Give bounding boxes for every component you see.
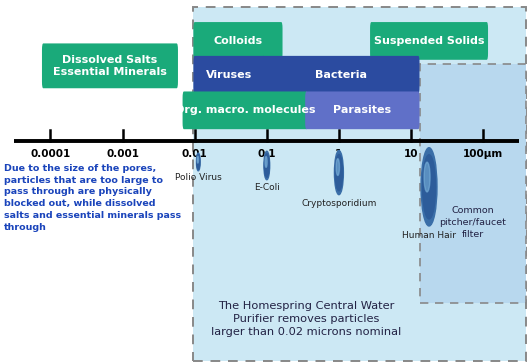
Circle shape [424, 162, 430, 192]
FancyBboxPatch shape [420, 64, 526, 302]
Text: Due to the size of the pores,
particles that are too large to
pass through are p: Due to the size of the pores, particles … [4, 164, 181, 232]
Text: Human Hair: Human Hair [402, 231, 456, 240]
Circle shape [335, 155, 342, 191]
Circle shape [197, 153, 200, 171]
Circle shape [264, 154, 269, 177]
FancyBboxPatch shape [305, 91, 420, 129]
Text: The Homespring Central Water
Purifier removes particles
larger than 0.02 microns: The Homespring Central Water Purifier re… [211, 301, 402, 337]
Text: 0.0001: 0.0001 [30, 150, 70, 159]
Text: E-Coli: E-Coli [254, 183, 280, 192]
Text: Org. macro. molecules: Org. macro. molecules [175, 105, 315, 115]
Circle shape [197, 155, 200, 169]
Text: 100μm: 100μm [463, 150, 504, 159]
Text: Dissolved Salts
Essential Minerals: Dissolved Salts Essential Minerals [53, 55, 167, 77]
FancyBboxPatch shape [192, 7, 526, 361]
FancyBboxPatch shape [262, 56, 420, 94]
Circle shape [265, 156, 267, 167]
Text: Bacteria: Bacteria [315, 70, 367, 80]
Circle shape [421, 148, 437, 226]
Text: Cryptosporidium: Cryptosporidium [301, 199, 377, 208]
Text: Suspended Solids: Suspended Solids [374, 36, 484, 46]
Text: Colloids: Colloids [214, 36, 262, 46]
Circle shape [264, 151, 270, 180]
Text: 10: 10 [404, 150, 418, 159]
FancyBboxPatch shape [182, 91, 308, 129]
Text: Parasites: Parasites [333, 105, 392, 115]
Circle shape [422, 155, 436, 219]
Circle shape [336, 159, 340, 175]
Text: Polio Virus: Polio Virus [175, 172, 222, 182]
FancyBboxPatch shape [42, 44, 178, 88]
FancyBboxPatch shape [193, 56, 264, 94]
Text: Viruses: Viruses [206, 70, 252, 80]
Circle shape [197, 156, 199, 163]
Text: 1: 1 [335, 150, 342, 159]
Circle shape [334, 151, 343, 195]
Text: 0.001: 0.001 [106, 150, 139, 159]
Text: 0.1: 0.1 [258, 150, 276, 159]
Text: 0.01: 0.01 [182, 150, 208, 159]
Text: Common
pitcher/faucet
filter: Common pitcher/faucet filter [439, 207, 507, 239]
FancyBboxPatch shape [193, 22, 282, 60]
FancyBboxPatch shape [370, 22, 488, 60]
